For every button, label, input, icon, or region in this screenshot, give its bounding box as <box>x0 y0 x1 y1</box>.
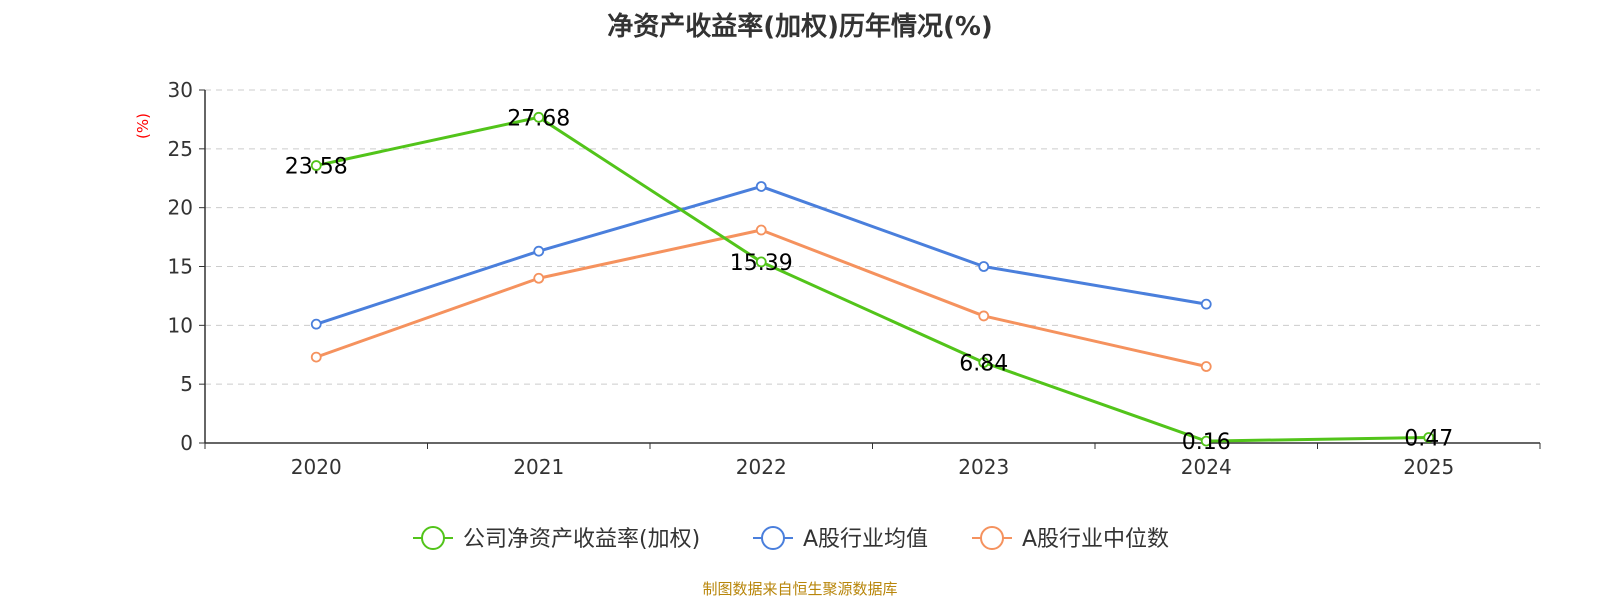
data-label: 23.58 <box>285 155 348 180</box>
data-labels: 23.58 27.68 15.39 6.84 0.16 0.47 <box>285 106 1453 455</box>
data-point[interactable] <box>1200 435 1212 447</box>
legend-item-0[interactable]: 公司净资产收益率(加权) <box>413 526 700 552</box>
x-tick-label: 2024 <box>1181 455 1232 479</box>
data-point[interactable] <box>755 181 767 192</box>
data-point[interactable] <box>978 261 990 272</box>
legend-marker <box>421 526 445 550</box>
data-point[interactable] <box>533 111 545 123</box>
data-point[interactable] <box>533 245 545 257</box>
data-point[interactable] <box>1200 298 1212 310</box>
data-point[interactable] <box>755 256 767 268</box>
data-point[interactable] <box>533 272 545 284</box>
legend-marker <box>980 526 1004 550</box>
gridlines <box>205 89 1540 385</box>
data-point[interactable] <box>310 351 322 363</box>
legend-marker <box>761 526 785 550</box>
legend-label: A股行业中位数 <box>1022 527 1169 552</box>
data-point[interactable] <box>310 160 322 171</box>
x-tick-label: 2020 <box>291 455 342 479</box>
data-label: 27.68 <box>507 106 570 131</box>
data-label: 6.84 <box>959 352 1008 377</box>
data-point[interactable] <box>1423 432 1435 443</box>
data-point[interactable] <box>1200 361 1212 372</box>
data-source-note: 制图数据来自恒生聚源数据库 <box>702 580 898 598</box>
x-tick-label: 2023 <box>958 455 1009 479</box>
y-tick-label: 10 <box>168 313 193 337</box>
data-label: 0.47 <box>1404 426 1453 451</box>
y-tick-label: 15 <box>168 255 193 279</box>
legend[interactable]: 公司净资产收益率(加权) A股行业均值 A股行业中位数 <box>413 526 1169 552</box>
x-tick-label: 2021 <box>513 455 564 479</box>
y-axis-unit-label: (%) <box>134 113 152 139</box>
series-line-0 <box>315 115 1429 443</box>
data-label: 0.16 <box>1182 430 1231 455</box>
series-lines <box>310 111 1435 447</box>
legend-label: A股行业均值 <box>803 527 928 552</box>
y-tick-label: 30 <box>168 78 193 102</box>
data-point[interactable] <box>310 318 322 330</box>
legend-item-2[interactable]: A股行业中位数 <box>972 526 1169 552</box>
chart-title: 净资产收益率(加权)历年情况(%) <box>607 12 993 42</box>
y-tick-label: 5 <box>180 372 193 396</box>
x-tick-label: 2025 <box>1403 455 1454 479</box>
data-label: 15.39 <box>730 251 793 276</box>
y-tick-label: 25 <box>168 137 193 161</box>
legend-item-1[interactable]: A股行业均值 <box>753 526 928 552</box>
legend-label: 公司净资产收益率(加权) <box>463 527 700 552</box>
data-point[interactable] <box>755 224 767 236</box>
x-tick-label: 2022 <box>736 455 787 479</box>
data-point[interactable] <box>978 310 990 322</box>
y-tick-label: 20 <box>168 196 193 220</box>
data-point[interactable] <box>978 357 990 368</box>
y-tick-label: 0 <box>180 431 193 455</box>
